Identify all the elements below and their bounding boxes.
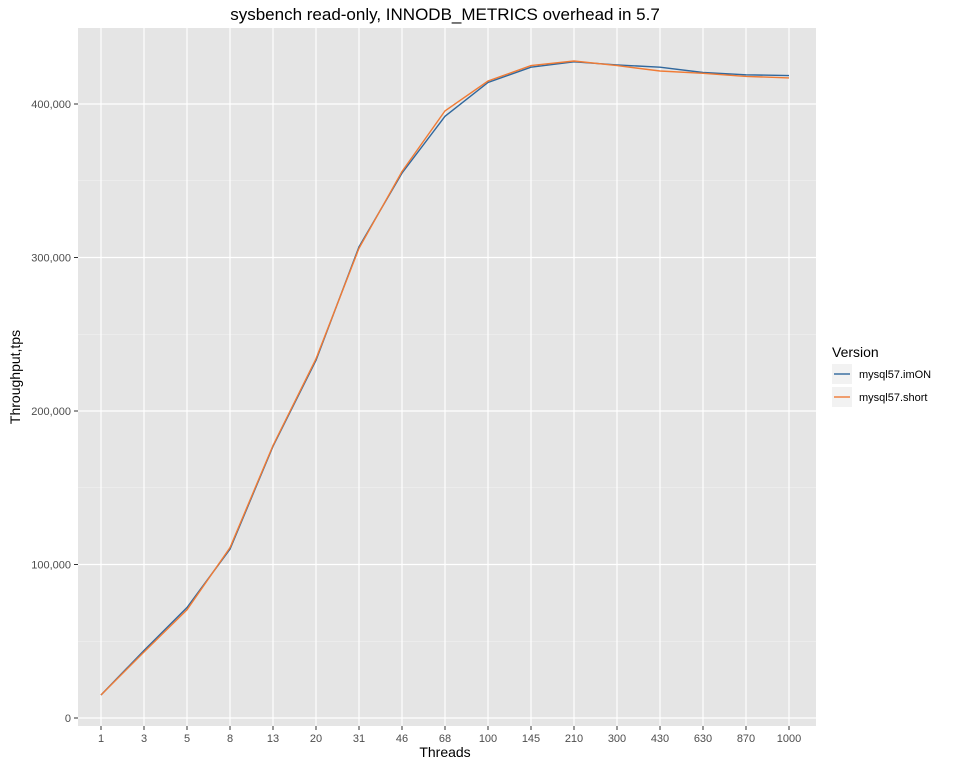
y-tick-label: 300,000 [31,253,71,265]
x-tick-label: 20 [310,733,322,745]
major-gridlines [78,28,816,726]
x-tick-label: 100 [479,733,497,745]
minor-gridlines [78,180,816,642]
x-tick-label: 210 [565,733,583,745]
x-tick-label: 430 [651,733,669,745]
x-tick-label: 3 [141,733,147,745]
x-tick-label: 46 [396,733,408,745]
plot-panel [78,28,816,726]
series-line-mysql57-short [100,60,790,696]
x-tick-label: 300 [608,733,626,745]
legend-label: mysql57.imON [859,369,931,381]
x-tick-label: 5 [184,733,190,745]
x-tick-label: 1 [98,733,104,745]
legend: Version mysql57.imON mysql57.short [832,344,931,407]
y-tick-label: 100,000 [31,560,71,572]
x-tick-label: 13 [267,733,279,745]
y-axis-title: Throughput,tps [7,330,23,424]
x-tick-label: 870 [737,733,755,745]
legend-label: mysql57.short [859,392,927,404]
series-lines [100,60,790,696]
legend-title: Version [832,344,879,360]
y-tick-label: 200,000 [31,406,71,418]
x-tick-label: 68 [439,733,451,745]
chart-title: sysbench read-only, INNODB_METRICS overh… [230,5,660,24]
x-tick-label: 8 [227,733,233,745]
x-tick-label: 145 [522,733,540,745]
x-tick-label: 630 [694,733,712,745]
x-tick-label: 31 [353,733,365,745]
x-axis-title: Threads [419,744,470,760]
y-tick-label: 400,000 [31,99,71,111]
x-tick-label: 1000 [777,733,801,745]
y-tick-label: 0 [65,713,71,725]
